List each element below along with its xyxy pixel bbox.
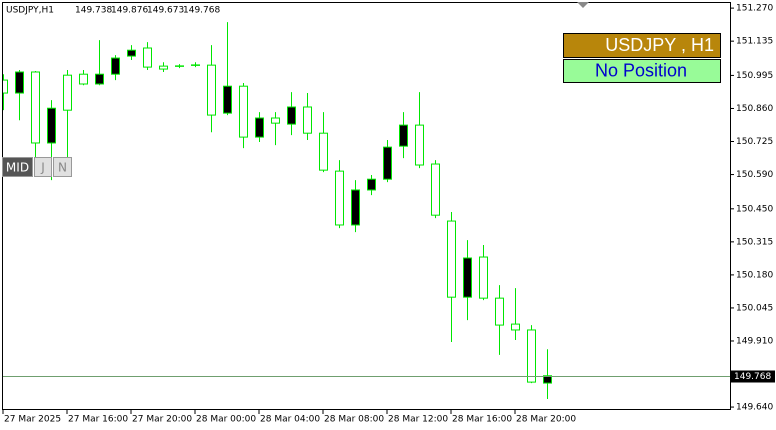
- candle-body: [447, 220, 456, 298]
- y-tick-label: 150.725: [736, 137, 773, 147]
- candle-body: [367, 178, 376, 191]
- candle-body: [495, 297, 504, 326]
- position-button-label[interactable]: No Position: [595, 60, 687, 80]
- candle-body: [511, 323, 520, 331]
- y-tick-label: 150.045: [736, 303, 773, 313]
- ohlc-open: 149.738: [75, 6, 112, 16]
- symbol-button[interactable]: USDJPY , H1: [563, 33, 721, 58]
- symbol-button-box[interactable]: [563, 33, 721, 58]
- x-tick-label: 27 Mar 16:00: [68, 415, 128, 425]
- candle-body: [95, 73, 104, 85]
- y-tick-label: 150.315: [736, 237, 773, 247]
- plot-frame: [2, 2, 731, 410]
- candle-body: [159, 65, 168, 70]
- candle-body: [31, 71, 40, 144]
- candle-body: [15, 71, 24, 94]
- j-button-label[interactable]: J: [40, 161, 45, 175]
- candle-body: [223, 85, 232, 114]
- position-button[interactable]: No Position: [563, 59, 721, 83]
- x-tick-label: 28 Mar 00:00: [196, 415, 256, 425]
- y-tick-label: 151.135: [736, 37, 773, 47]
- candles: [3, 22, 552, 399]
- y-tick-label: 149.910: [736, 336, 773, 346]
- x-tick-label: 28 Mar 20:00: [516, 415, 576, 425]
- position-button-box[interactable]: [563, 59, 721, 83]
- candle-body: [335, 170, 344, 226]
- ohlc-high: 149.876: [111, 6, 148, 16]
- y-tick-label: 150.995: [736, 71, 773, 81]
- candle-body: [207, 64, 216, 116]
- y-tick-label: 151.270: [736, 4, 773, 14]
- y-tick-label: 149.640: [736, 403, 773, 413]
- x-tick-label: 27 Mar 2025: [4, 415, 61, 425]
- y-tick-label: 150.180: [736, 270, 773, 280]
- candle-body: [543, 375, 552, 384]
- candle-body: [287, 106, 296, 125]
- candle-body: [79, 73, 88, 85]
- candle-body: [127, 49, 136, 57]
- candle-body: [303, 106, 312, 134]
- candle-body: [63, 74, 72, 111]
- candle-body: [351, 189, 360, 226]
- candle-body: [111, 57, 120, 75]
- current-price-label: 149.768: [734, 372, 771, 382]
- candle-body: [431, 163, 440, 216]
- n-button[interactable]: [53, 157, 72, 177]
- j-button[interactable]: [34, 157, 52, 177]
- candle-body: [239, 85, 248, 138]
- candle-body: [415, 124, 424, 166]
- current-price-box: [731, 370, 775, 383]
- candle-body: [463, 257, 472, 298]
- candle-body: [47, 107, 56, 144]
- chart-title: USDJPY,H1: [6, 6, 54, 16]
- ohlc-close: 149.768: [183, 6, 220, 16]
- x-tick-label: 27 Mar 20:00: [132, 415, 192, 425]
- candle-body: [3, 79, 8, 94]
- x-tick-label: 28 Mar 12:00: [388, 415, 448, 425]
- x-tick-label: 28 Mar 16:00: [452, 415, 512, 425]
- n-button-label[interactable]: N: [58, 161, 67, 175]
- candle-body: [143, 47, 152, 68]
- candle-body: [319, 132, 328, 171]
- y-tick-label: 150.860: [736, 104, 773, 114]
- mid-button-label[interactable]: MID: [6, 161, 29, 175]
- mode-buttons[interactable]: MID J N: [2, 157, 72, 177]
- candle-body: [255, 117, 264, 138]
- symbol-button-label[interactable]: USDJPY , H1: [605, 35, 714, 55]
- candle-body: [527, 329, 536, 383]
- y-tick-label: 150.450: [736, 204, 773, 214]
- y-tick-label: 150.590: [736, 170, 773, 180]
- shift-marker: [577, 2, 589, 8]
- candle-body: [479, 256, 488, 299]
- ohlc-low: 149.673: [147, 6, 184, 16]
- candle-body: [383, 146, 392, 180]
- x-tick-label: 28 Mar 04:00: [260, 415, 320, 425]
- candle-body: [399, 124, 408, 147]
- candle-body: [271, 117, 280, 124]
- x-tick-label: 28 Mar 08:00: [324, 415, 384, 425]
- mid-button[interactable]: [2, 157, 33, 177]
